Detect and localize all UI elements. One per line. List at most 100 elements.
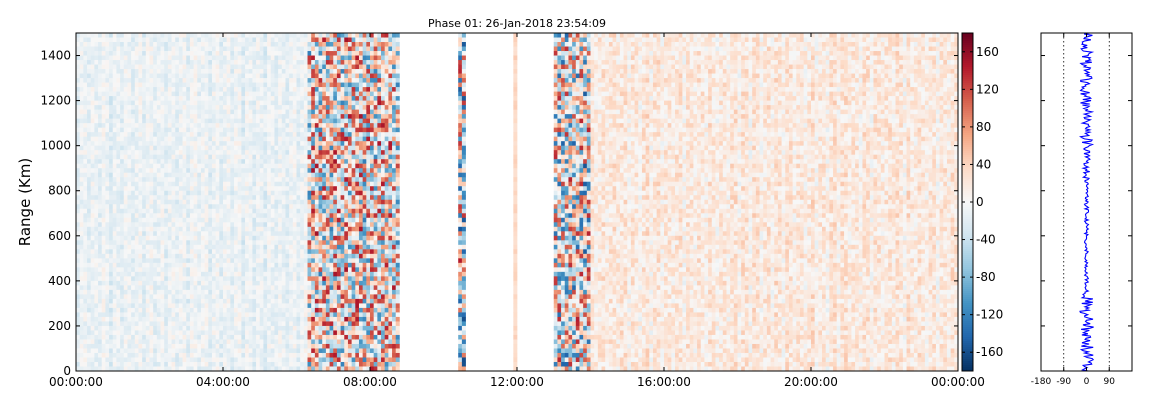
- heatmap-cell: [171, 73, 176, 79]
- heatmap-cell: [211, 348, 216, 354]
- heatmap-cell: [230, 303, 235, 309]
- heatmap-cell: [285, 280, 290, 286]
- heatmap-cell: [134, 105, 139, 110]
- heatmap-cell: [303, 73, 308, 79]
- heatmap-cell: [98, 78, 103, 83]
- heatmap-cell: [171, 339, 176, 345]
- heatmap-cell: [83, 195, 88, 201]
- heatmap-cell: [182, 55, 187, 61]
- heatmap-cell: [98, 154, 103, 160]
- heatmap-cell: [256, 96, 261, 101]
- heatmap-cell: [204, 127, 209, 133]
- heatmap-cell: [145, 87, 150, 92]
- heatmap-cell: [167, 132, 172, 138]
- heatmap-cell: [134, 217, 139, 223]
- heatmap-cell: [109, 339, 114, 345]
- heatmap-cell: [318, 172, 323, 178]
- heatmap-cell: [300, 240, 305, 246]
- heatmap-cell: [160, 271, 165, 277]
- heatmap-cell: [167, 303, 172, 309]
- heatmap-cell: [83, 33, 88, 38]
- heatmap-cell: [109, 127, 114, 133]
- heatmap-cell: [134, 330, 139, 336]
- heatmap-cell: [182, 109, 187, 115]
- chart-title: Phase 01: 26-Jan-2018 23:54:09: [428, 17, 606, 30]
- heatmap-cell: [120, 177, 125, 183]
- heatmap-cell: [219, 325, 224, 331]
- heatmap-cell: [109, 249, 114, 255]
- heatmap-cell: [182, 123, 187, 128]
- heatmap-cell: [142, 303, 147, 309]
- heatmap-cell: [120, 82, 125, 88]
- heatmap-cell: [226, 132, 231, 138]
- heatmap-cell: [134, 177, 139, 183]
- heatmap-cell: [259, 123, 264, 128]
- heatmap-cell: [120, 262, 125, 268]
- heatmap-cell: [131, 366, 136, 372]
- heatmap-cell: [285, 78, 290, 83]
- heatmap-cell: [292, 199, 297, 205]
- heatmap-cell: [94, 199, 99, 205]
- heatmap-cell: [241, 213, 246, 219]
- heatmap-cell: [248, 60, 253, 65]
- heatmap-cell: [112, 213, 117, 219]
- heatmap-cell: [160, 100, 165, 106]
- heatmap-cell: [215, 91, 220, 97]
- heatmap-cell: [145, 37, 150, 43]
- heatmap-cell: [105, 258, 110, 264]
- heatmap-cell: [145, 249, 150, 255]
- heatmap-cell: [245, 123, 250, 128]
- heatmap-cell: [153, 285, 158, 291]
- heatmap-cell: [281, 96, 286, 101]
- heatmap-cell: [296, 339, 301, 345]
- heatmap-cell: [241, 105, 246, 110]
- heatmap-cell: [127, 141, 132, 147]
- heatmap-cell: [241, 195, 246, 201]
- heatmap-cell: [90, 136, 95, 142]
- heatmap-cell: [208, 249, 213, 255]
- heatmap-cell: [101, 231, 106, 237]
- heatmap-cell: [178, 343, 183, 349]
- heatmap-cell: [120, 96, 125, 101]
- heatmap-cell: [252, 190, 257, 196]
- heatmap-cell: [311, 325, 316, 331]
- heatmap-cell: [263, 253, 268, 259]
- heatmap-cell: [134, 199, 139, 205]
- heatmap-cell: [281, 253, 286, 259]
- heatmap-cell: [245, 276, 250, 282]
- heatmap-cell: [281, 141, 286, 147]
- heatmap-cell: [281, 87, 286, 92]
- heatmap-cell: [76, 33, 81, 38]
- heatmap-cell: [131, 73, 136, 79]
- heatmap-cell: [300, 168, 305, 174]
- heatmap-cell: [156, 217, 161, 223]
- heatmap-cell: [138, 352, 143, 358]
- heatmap-cell: [318, 168, 323, 174]
- heatmap-cell: [307, 357, 312, 363]
- heatmap-cell: [160, 258, 165, 264]
- heatmap-cell: [182, 199, 187, 205]
- heatmap-cell: [256, 357, 261, 363]
- heatmap-cell: [292, 78, 297, 83]
- heatmap-cell: [156, 136, 161, 142]
- heatmap-cell: [83, 334, 88, 340]
- heatmap-cell: [94, 96, 99, 101]
- heatmap-cell: [274, 339, 279, 345]
- heatmap-cell: [226, 33, 231, 38]
- heatmap-cell: [109, 177, 114, 183]
- heatmap-cell: [311, 42, 316, 47]
- heatmap-cell: [116, 280, 121, 286]
- heatmap-cell: [241, 343, 246, 349]
- heatmap-cell: [256, 87, 261, 92]
- heatmap-cell: [248, 312, 253, 318]
- heatmap-cell: [223, 222, 228, 228]
- heatmap-cell: [197, 213, 202, 219]
- heatmap-cell: [292, 186, 297, 192]
- heatmap-cell: [226, 244, 231, 250]
- heatmap-cell: [175, 145, 180, 151]
- heatmap-cell: [208, 51, 213, 56]
- heatmap-cell: [193, 348, 198, 354]
- heatmap-cell: [314, 361, 319, 367]
- heatmap-cell: [131, 280, 136, 286]
- heatmap-cell: [307, 123, 312, 128]
